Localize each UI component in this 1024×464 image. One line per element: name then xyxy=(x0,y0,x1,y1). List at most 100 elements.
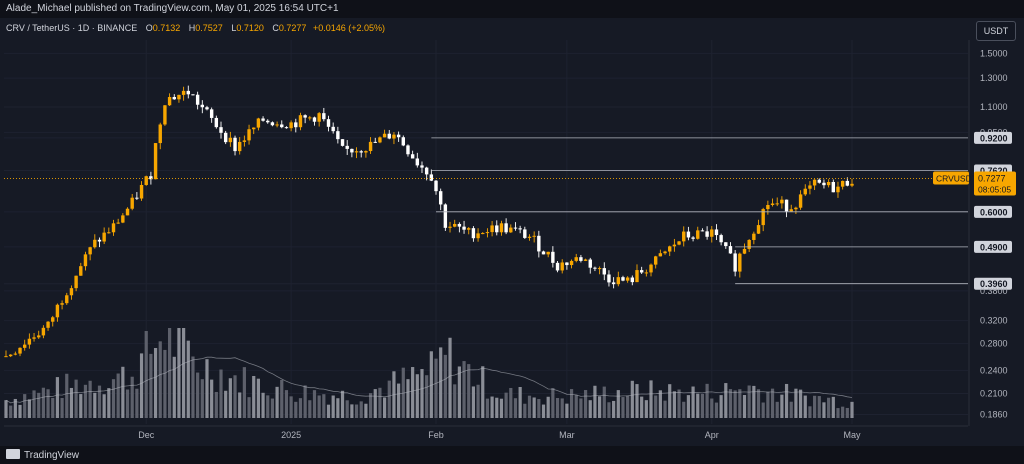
volume-bar xyxy=(32,390,36,418)
candle-body xyxy=(438,191,443,205)
last-price-value: 0.7277 xyxy=(978,173,1006,183)
volume-bar xyxy=(471,386,476,418)
symbol-name[interactable]: CRV / TetherUS · 1D · BINANCE xyxy=(6,23,138,33)
candle-body xyxy=(555,262,560,271)
candle-body xyxy=(233,137,237,152)
volume-bar xyxy=(499,398,504,418)
candle-body xyxy=(850,183,854,186)
volume-bar xyxy=(836,408,840,418)
change-value: +0.0146 (+2.05%) xyxy=(312,23,385,33)
volume-bar xyxy=(411,367,415,418)
candle-body xyxy=(752,233,756,240)
candle-body xyxy=(238,141,242,152)
volume-bar xyxy=(93,392,97,418)
volume-bar xyxy=(546,396,550,418)
volume-bar xyxy=(270,398,275,418)
candle-body xyxy=(644,272,649,274)
candle-body xyxy=(60,303,64,305)
volume-bar xyxy=(518,386,522,418)
quote-currency-button[interactable]: USDT xyxy=(976,21,1016,41)
candle-body xyxy=(630,277,635,283)
candle-body xyxy=(663,251,667,254)
candle-body xyxy=(691,237,695,239)
candle-body xyxy=(611,282,616,285)
volume-bar xyxy=(182,328,186,418)
low-label: L xyxy=(231,23,237,33)
volume-bar xyxy=(336,398,340,418)
candle-body xyxy=(677,241,681,245)
volume-bar xyxy=(23,394,27,418)
volume-bar xyxy=(794,388,798,418)
volume-bar xyxy=(747,385,751,418)
candle-body xyxy=(649,264,653,273)
volume-bar xyxy=(831,396,835,418)
candle-body xyxy=(37,335,41,338)
candle-body xyxy=(537,235,541,252)
candle-body xyxy=(471,228,476,239)
candle-body xyxy=(350,148,354,153)
volume-bar xyxy=(107,388,111,418)
candle-body xyxy=(364,151,368,153)
candle-body xyxy=(107,232,111,234)
candle-body xyxy=(798,194,803,208)
candle-body xyxy=(682,231,686,242)
candle-body xyxy=(219,127,223,133)
candle-body xyxy=(467,228,471,230)
candle-body xyxy=(747,239,751,249)
candle-body xyxy=(396,134,401,138)
volume-bar xyxy=(153,348,158,418)
volume-bar xyxy=(644,400,648,418)
volume-bar xyxy=(476,384,480,418)
volume-bar xyxy=(289,396,293,418)
candle-body xyxy=(462,226,466,230)
volume-bar xyxy=(172,356,176,418)
volume-bar xyxy=(560,398,564,418)
candle-body xyxy=(130,197,134,209)
volume-bar xyxy=(523,403,527,418)
volume-bar xyxy=(186,340,190,418)
candle-body xyxy=(93,239,97,248)
volume-bar xyxy=(626,395,630,418)
candle-body xyxy=(46,321,50,328)
candle-body xyxy=(158,124,162,144)
volume-bar xyxy=(406,379,410,418)
level-axis-badge xyxy=(974,240,1012,253)
volume-bar xyxy=(654,395,658,418)
time-tick-label: Dec xyxy=(138,430,155,440)
level-axis-label: 0.6000 xyxy=(980,207,1008,217)
volume-bar xyxy=(616,390,620,418)
volume-bar xyxy=(130,376,134,418)
volume-bar xyxy=(163,349,167,418)
volume-bar xyxy=(429,351,433,418)
volume-bar xyxy=(83,384,88,418)
volume-bar xyxy=(69,387,74,418)
volume-bar xyxy=(397,383,401,418)
volume-bar xyxy=(46,389,50,418)
candle-body xyxy=(509,227,513,233)
candle-body xyxy=(289,122,293,129)
candle-body xyxy=(270,122,275,126)
volume-bar xyxy=(247,397,251,418)
price-axis: 1.50001.30001.10000.95000.92000.76200.60… xyxy=(968,40,1012,426)
tradingview-logo[interactable]: TradingView xyxy=(6,449,79,461)
volume-bar xyxy=(79,394,83,418)
candle-body xyxy=(551,251,555,263)
volume-bar xyxy=(789,401,793,418)
symbol-price-badge xyxy=(933,171,969,185)
candle-body xyxy=(111,223,116,233)
volume-bar xyxy=(364,403,368,418)
volume-bar xyxy=(495,397,499,418)
candle-body xyxy=(308,117,312,119)
candle-body xyxy=(780,199,784,204)
volume-bar xyxy=(266,395,270,418)
volume-bar xyxy=(551,388,555,418)
candle-body xyxy=(280,124,284,128)
candle-body xyxy=(532,235,536,237)
volume-bar xyxy=(312,390,317,418)
volume-bar xyxy=(448,337,452,418)
volume-bar xyxy=(658,390,662,418)
candle-body xyxy=(616,277,620,285)
volume-bar xyxy=(111,379,116,418)
volume-bar xyxy=(228,378,232,418)
